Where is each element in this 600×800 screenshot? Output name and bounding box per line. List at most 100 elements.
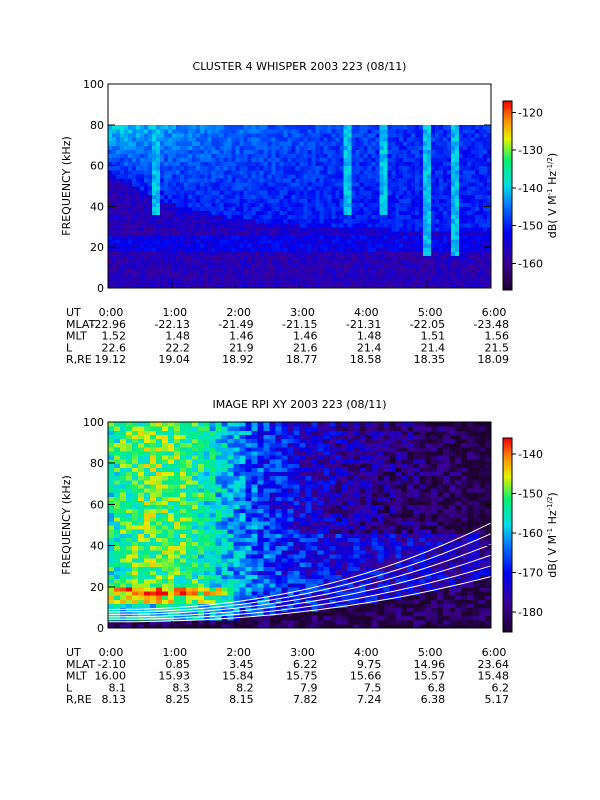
spectrogram-pixel (447, 247, 452, 252)
spectrogram-pixel (363, 210, 368, 216)
spectrogram-pixel (231, 226, 237, 232)
spectrogram-pixel (439, 177, 444, 183)
spectrogram-pixel (443, 283, 448, 289)
spectrogram-pixel (375, 210, 380, 216)
spectrogram-pixel (143, 516, 151, 522)
spectrogram-pixel (335, 251, 340, 256)
spectrogram-pixel (231, 247, 237, 252)
spectrogram-pixel (299, 186, 305, 191)
spectrogram-pixel (151, 259, 157, 265)
spectrogram-pixel (175, 157, 181, 163)
spectrogram-pixel (191, 615, 199, 621)
spectrogram-pixel (271, 132, 277, 138)
spectrogram-pixel (219, 165, 225, 171)
spectrogram-pixel (487, 165, 492, 171)
spectrogram-pixel (179, 562, 187, 567)
spectrogram-pixel (423, 222, 428, 228)
spectrogram-pixel (179, 516, 187, 522)
spectrogram-pixel (175, 218, 181, 224)
spectrogram-pixel (479, 251, 484, 256)
spectrogram-pixel (355, 214, 360, 220)
spectrogram-pixel (127, 161, 133, 167)
chart-title: CLUSTER 4 WHISPER 2003 223 (08/11) (193, 60, 407, 73)
spectrogram-pixel (319, 279, 325, 285)
spectrogram-pixel (119, 459, 127, 464)
spectrogram-pixel (487, 161, 492, 167)
spectrogram-pixel (343, 157, 348, 163)
spectrogram-pixel (451, 198, 456, 203)
spectrogram-pixel (303, 218, 309, 224)
spectrogram-pixel (355, 153, 360, 159)
spectrogram-pixel (223, 234, 229, 240)
spectrogram-pixel (299, 190, 305, 195)
spectrogram-pixel (185, 446, 193, 452)
spectrogram-pixel (137, 426, 145, 431)
spectrogram-pixel (431, 145, 436, 150)
spectrogram-pixel (127, 239, 133, 244)
spectrogram-pixel (179, 611, 187, 617)
spectrogram-pixel (263, 263, 269, 269)
spectrogram-pixel (359, 124, 364, 130)
spectrogram-pixel (223, 194, 229, 199)
spectrogram-pixel (185, 611, 193, 617)
spectrogram-pixel (108, 426, 115, 431)
spectrogram-pixel (383, 206, 388, 212)
spectrogram-pixel (339, 157, 344, 163)
spectrogram-pixel (243, 230, 249, 236)
spectrogram-pixel (275, 190, 281, 195)
spectrogram-pixel (343, 271, 348, 277)
spectrogram-pixel (435, 194, 440, 199)
spectrogram-pixel (447, 157, 452, 163)
spectrogram-pixel (161, 471, 169, 477)
spectrogram-pixel (407, 173, 412, 179)
spectrogram-pixel (371, 222, 376, 228)
spectrogram-pixel (151, 263, 157, 269)
spectrogram-pixel (155, 590, 163, 596)
spectrogram-pixel (383, 218, 388, 224)
spectrogram-pixel (331, 194, 337, 199)
spectrogram-pixel (183, 271, 189, 277)
spectrogram-pixel (143, 599, 151, 604)
spectrogram-pixel (211, 141, 217, 146)
spectrogram-pixel (143, 553, 151, 559)
spectrogram-pixel (391, 230, 396, 236)
spectrogram-pixel (443, 137, 448, 142)
spectrogram-pixel (315, 128, 321, 134)
spectrogram-pixel (183, 124, 189, 130)
spectrogram-pixel (227, 149, 233, 154)
spectrogram-pixel (137, 496, 145, 501)
spectrogram-pixel (375, 259, 380, 265)
spectrogram-pixel (455, 141, 460, 146)
spectrogram-pixel (471, 210, 476, 216)
spectrogram-pixel (259, 132, 265, 138)
spectrogram-pixel (431, 214, 436, 220)
spectrogram-pixel (215, 190, 221, 195)
spectrogram-pixel (479, 222, 484, 228)
spectrogram-pixel (203, 239, 209, 244)
spectrogram-pixel (363, 190, 368, 195)
x-tick-label: 1:00 (162, 306, 187, 319)
spectrogram-pixel (447, 173, 452, 179)
spectrogram-pixel (197, 533, 205, 538)
spectrogram-pixel (215, 206, 221, 212)
spectrogram-pixel (367, 128, 372, 134)
spectrogram-pixel (455, 137, 460, 142)
spectrogram-pixel (108, 234, 113, 240)
spectrogram-pixel (155, 586, 163, 592)
spectrogram-pixel (287, 243, 293, 248)
spectrogram-pixel (479, 157, 484, 163)
spectrogram-pixel (227, 487, 235, 493)
spectrogram-pixel (379, 283, 384, 289)
spectrogram-pixel (199, 202, 205, 207)
spectrogram-pixel (367, 190, 372, 195)
spectrogram-pixel (131, 520, 139, 526)
spectrogram-pixel (173, 574, 181, 580)
spectrogram-pixel (243, 271, 249, 277)
spectrogram-pixel (431, 169, 436, 175)
spectrogram-pixel (195, 186, 201, 191)
spectrogram-pixel (125, 434, 133, 440)
spectrogram-pixel (347, 243, 352, 248)
spectrogram-pixel (111, 222, 117, 228)
spectrogram-pixel (243, 226, 249, 232)
spectrogram-pixel (119, 141, 125, 146)
